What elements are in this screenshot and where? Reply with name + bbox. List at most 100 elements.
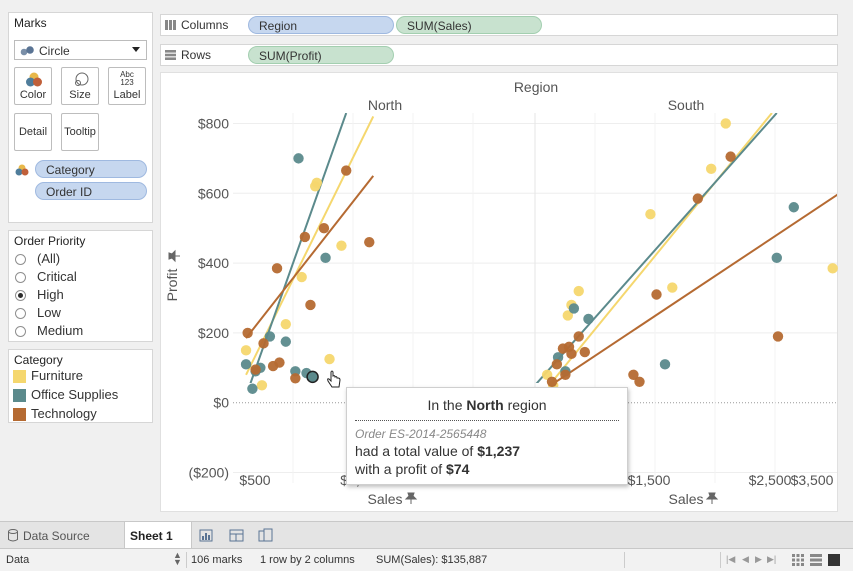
- data-point-office-supplies[interactable]: [280, 336, 291, 347]
- tab-view-icon[interactable]: [828, 554, 840, 566]
- prev-page-icon[interactable]: ◀: [742, 554, 749, 564]
- data-point-furniture[interactable]: [296, 271, 307, 283]
- data-point-technology[interactable]: [290, 373, 301, 384]
- data-point-furniture[interactable]: [667, 282, 678, 293]
- data-point-technology[interactable]: [341, 165, 352, 176]
- data-point-office-supplies[interactable]: [264, 331, 276, 342]
- data-point-office-supplies[interactable]: [320, 252, 331, 264]
- sheet-1-tab[interactable]: Sheet 1: [124, 522, 192, 549]
- data-point-office-supplies[interactable]: [240, 359, 252, 370]
- data-point-office-supplies[interactable]: [771, 252, 782, 264]
- hand-cursor-icon: [327, 370, 341, 388]
- first-page-icon[interactable]: |◀: [726, 554, 736, 564]
- data-point-technology[interactable]: [560, 369, 571, 380]
- data-point-technology[interactable]: [692, 193, 704, 204]
- mark-tooltip: In the North region Order ES-2014-256544…: [346, 387, 628, 485]
- trend-lines: [245, 113, 837, 383]
- new-story-icon[interactable]: [258, 528, 274, 542]
- radio-button[interactable]: [15, 254, 26, 265]
- data-point-furniture[interactable]: [573, 285, 584, 297]
- data-point-technology[interactable]: [258, 338, 269, 349]
- columns-shelf[interactable]: Columns Region SUM(Sales): [160, 14, 838, 36]
- data-point-furniture[interactable]: [827, 263, 838, 274]
- grid-view-icon[interactable]: [792, 554, 804, 566]
- data-point-technology[interactable]: [566, 348, 577, 360]
- data-point-technology[interactable]: [579, 346, 591, 358]
- data-point-technology[interactable]: [651, 289, 662, 300]
- data-point-furniture[interactable]: [336, 240, 347, 251]
- data-point-technology[interactable]: [242, 327, 253, 339]
- data-point-office-supplies[interactable]: [788, 202, 799, 213]
- trend-line-north-furniture: [245, 116, 375, 376]
- pane-header-south: South: [668, 97, 705, 113]
- highlighted-data-point[interactable]: [306, 370, 319, 384]
- data-point-technology[interactable]: [274, 357, 285, 368]
- label-icon-text-bottom: 123: [120, 78, 134, 87]
- marks-card: Marks Circle Color Size Abc 123 Label De…: [8, 12, 153, 223]
- data-point-furniture[interactable]: [256, 380, 268, 391]
- data-point-furniture[interactable]: [562, 310, 574, 321]
- data-point-technology[interactable]: [628, 369, 639, 380]
- detail-button[interactable]: Detail: [14, 113, 52, 151]
- data-point-furniture[interactable]: [645, 209, 656, 220]
- mark-type-dropdown[interactable]: Circle: [14, 40, 147, 60]
- data-point-office-supplies[interactable]: [568, 303, 580, 314]
- data-point-technology[interactable]: [551, 359, 563, 370]
- tooltip-button[interactable]: Tooltip: [61, 113, 99, 151]
- y-tick-label: $600: [198, 185, 229, 201]
- sum-profit-row-pill[interactable]: SUM(Profit): [248, 46, 394, 64]
- status-divider: [624, 552, 625, 568]
- label-button[interactable]: Abc 123 Label: [108, 67, 146, 105]
- sum-sales-column-pill[interactable]: SUM(Sales): [396, 16, 542, 34]
- data-point-technology[interactable]: [725, 151, 736, 162]
- pane-header-north: North: [368, 97, 402, 113]
- data-point-furniture[interactable]: [311, 177, 323, 189]
- data-point-technology[interactable]: [271, 263, 283, 274]
- data-point-furniture[interactable]: [280, 318, 291, 330]
- sort-arrows-icon[interactable]: ▲ ▼: [173, 550, 182, 567]
- region-column-pill[interactable]: Region: [248, 16, 394, 34]
- data-point-technology[interactable]: [772, 331, 784, 342]
- data-source-tab[interactable]: Data Source: [0, 523, 124, 548]
- data-point-office-supplies[interactable]: [659, 359, 671, 370]
- data-point-technology[interactable]: [364, 236, 375, 248]
- data-point-technology[interactable]: [634, 376, 645, 387]
- data-point-office-supplies[interactable]: [293, 153, 304, 164]
- data-point-technology[interactable]: [299, 231, 311, 243]
- label-button-label: Label: [113, 89, 141, 101]
- database-icon: [8, 529, 18, 542]
- pin-icon: [168, 249, 180, 263]
- pin-icon: [404, 492, 418, 504]
- category-color-pill[interactable]: Category: [35, 160, 147, 178]
- data-point-office-supplies[interactable]: [247, 383, 258, 394]
- data-point-furniture[interactable]: [240, 345, 252, 356]
- data-point-furniture[interactable]: [324, 353, 335, 365]
- data-point-furniture[interactable]: [720, 118, 731, 129]
- radio-button-selected[interactable]: [15, 290, 26, 301]
- new-worksheet-icon[interactable]: [199, 528, 215, 542]
- tooltip-region: North: [466, 397, 504, 413]
- radio-button[interactable]: [15, 308, 26, 319]
- radio-button[interactable]: [15, 272, 26, 283]
- radio-button[interactable]: [15, 326, 26, 337]
- data-point-office-supplies[interactable]: [583, 313, 594, 325]
- last-page-icon[interactable]: ▶|: [767, 554, 777, 564]
- filmstrip-view-icon[interactable]: [810, 554, 822, 566]
- mark-type-label: Circle: [39, 44, 70, 58]
- legend-swatch: [13, 370, 26, 383]
- data-point-furniture[interactable]: [705, 163, 717, 175]
- size-button[interactable]: Size: [61, 67, 99, 105]
- color-button[interactable]: Color: [14, 67, 52, 105]
- data-point-technology[interactable]: [305, 299, 316, 311]
- next-page-icon[interactable]: ▶: [755, 554, 762, 564]
- rows-icon: [165, 50, 176, 60]
- rows-shelf[interactable]: Rows SUM(Profit): [160, 44, 838, 66]
- data-point-technology[interactable]: [318, 222, 330, 234]
- data-point-technology[interactable]: [250, 364, 261, 375]
- data-point-technology[interactable]: [546, 376, 558, 387]
- new-dashboard-icon[interactable]: [229, 528, 245, 542]
- data-point-technology[interactable]: [573, 331, 584, 342]
- order-id-detail-pill[interactable]: Order ID: [35, 182, 147, 200]
- chevron-down-icon[interactable]: [132, 47, 140, 52]
- color-button-label: Color: [19, 89, 47, 101]
